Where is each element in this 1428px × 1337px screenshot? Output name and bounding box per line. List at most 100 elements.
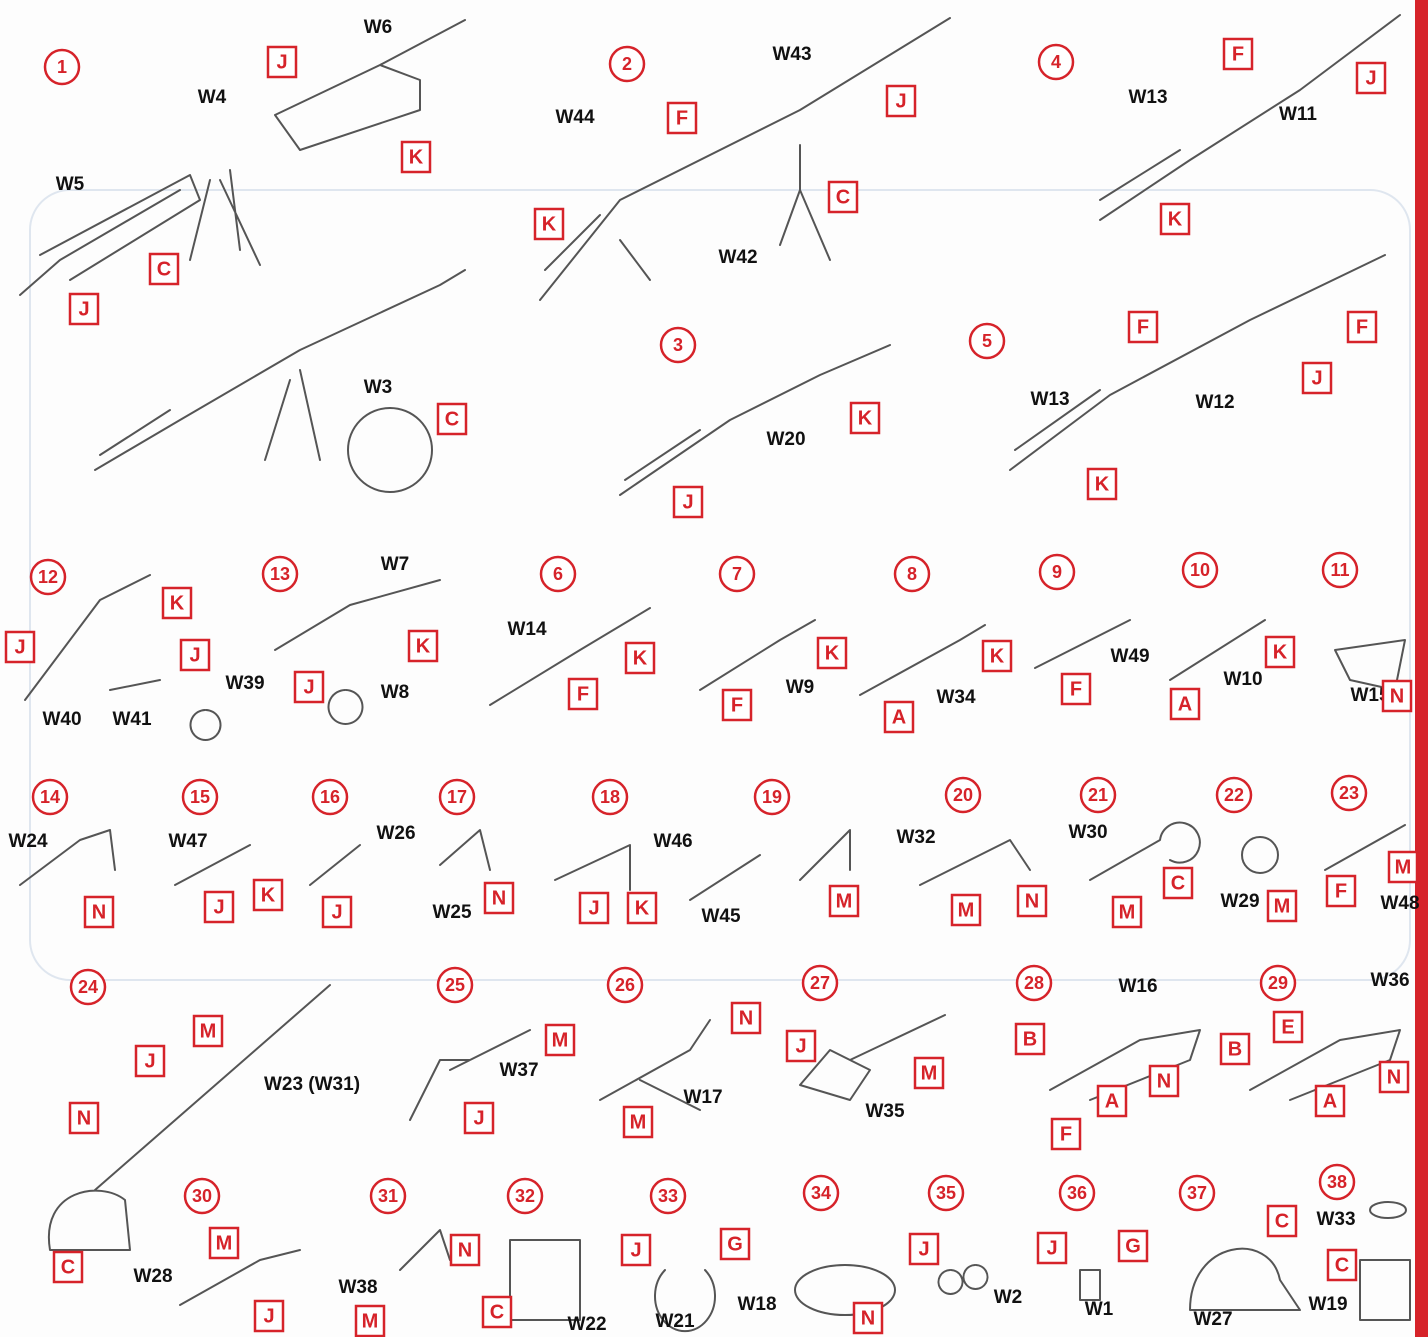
part-label: W46 [653,831,692,852]
paint-code: M [1119,901,1136,923]
step-circle [181,778,219,816]
paint-box [52,1250,84,1284]
paint-box [1127,310,1159,344]
step-circle [1259,964,1297,1002]
paint-box [1219,1032,1251,1066]
step-number: 20 [953,785,973,805]
paint-code: J [213,896,224,918]
paint-code: J [263,1305,274,1327]
step-circle [802,1174,840,1212]
part-label: W30 [1068,822,1107,843]
part-label: W18 [737,1294,776,1315]
paint-code: K [1273,641,1288,663]
step-circle [968,322,1006,360]
paint-box [1096,1084,1128,1118]
edge-strip [1415,0,1428,1337]
paint-code: K [635,897,650,919]
step-number: 23 [1339,783,1359,803]
paint-box [1014,1022,1046,1056]
small-items [179,1201,1411,1333]
part-label: W23 (W31) [264,1074,360,1095]
step-number: 4 [1051,52,1061,72]
step-number: 17 [447,787,467,807]
step-number: 33 [658,1186,678,1206]
paint-box [1222,37,1254,71]
paint-box [883,700,915,734]
paint-box [1264,635,1296,669]
paint-box [481,1295,513,1329]
step-number: 15 [190,787,210,807]
part-label: W49 [1110,646,1149,667]
paint-box [483,881,515,915]
part-label: W11 [1279,104,1317,125]
part-label: W39 [225,673,264,694]
part-label: W29 [1220,891,1259,912]
part-label: W27 [1193,1309,1232,1330]
part-label: W28 [133,1266,172,1287]
paint-box [1117,1229,1149,1263]
part-label: W21 [655,1311,695,1332]
step-circle [43,48,81,86]
paint-code: F [731,694,743,716]
step-circle [31,778,69,816]
paint-code: C [490,1301,504,1323]
paint-code: N [92,901,106,923]
step-circle [69,968,107,1006]
step-circle [1330,774,1368,812]
step-circle [1038,553,1076,591]
paint-code: F [1356,316,1368,338]
part-label: W1 [1085,1299,1114,1320]
step-number: 14 [40,787,60,807]
step-circle [893,555,931,593]
paint-box [4,630,36,664]
step-number: 27 [810,973,830,993]
paint-code: N [739,1007,753,1029]
step-circle [659,326,697,364]
paint-box [1050,1117,1082,1151]
part-label: W22 [567,1314,606,1335]
bipod-w42 [779,144,831,261]
paint-box [407,629,439,663]
paint-code: M [921,1062,938,1084]
paint-box [400,140,432,174]
paint-code: A [892,706,906,728]
paint-code: J [588,897,599,919]
step-circle [311,778,349,816]
paint-box [1148,1064,1180,1098]
grenade-w29 [1241,836,1279,874]
step-circle [608,45,646,83]
paint-code: F [1335,880,1347,902]
pickaxe-w37 [409,1029,531,1121]
step-circle [1037,43,1075,81]
paint-box [1301,361,1333,395]
step-number: 10 [1190,560,1210,580]
paint-box [950,893,982,927]
step-circle [183,1177,221,1215]
part-label: W5 [56,174,85,195]
paint-box [1355,61,1387,95]
paint-box [1314,1084,1346,1118]
paint-code: J [895,90,906,112]
drawings [19,14,1411,1333]
part-label: W15 [1350,685,1390,706]
step-number: 29 [1268,973,1288,993]
step-circle [261,555,299,593]
paint-code: N [1157,1070,1171,1092]
paint-code: K [542,213,557,235]
paint-code: K [416,635,431,657]
paint-box [1266,889,1298,923]
paint-box [1346,310,1378,344]
paint-code: J [1311,367,1322,389]
paint-code: K [1095,473,1110,495]
paint-box [208,1226,240,1260]
paint-box [252,878,284,912]
part-label: W48 [1380,893,1419,914]
paint-box [203,890,235,924]
paint-box [436,402,468,436]
step-number: 30 [192,1186,212,1206]
step-number: 3 [673,335,683,355]
paint-box [666,101,698,135]
part-label: W26 [376,823,415,844]
paint-box [981,639,1013,673]
sprue-frame [29,189,1411,981]
